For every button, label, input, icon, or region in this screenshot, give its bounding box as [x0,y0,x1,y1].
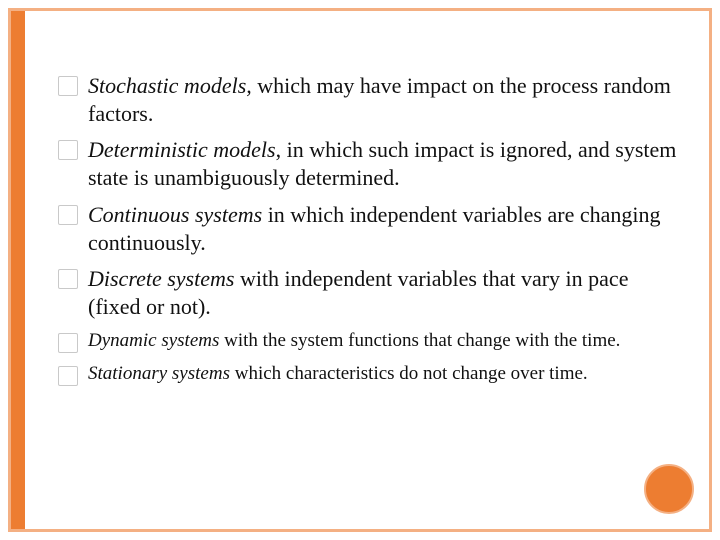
term: Deterministic models [88,137,276,162]
term: Continuous systems [88,202,262,227]
definition: with the system functions that change wi… [219,330,620,351]
list-item-text: Discrete systems with independent variab… [88,265,684,321]
term: Stationary systems [88,363,230,384]
list-item: Stochastic models, which may have impact… [58,72,684,128]
list-item: Dynamic systems with the system function… [58,329,684,353]
list-item: Deterministic models, in which such impa… [58,136,684,192]
term: Discrete systems [88,266,234,291]
list-item: Stationary systems which characteristics… [58,362,684,386]
bullet-list: Stochastic models, which may have impact… [58,72,684,394]
definition: which characteristics do not change over… [230,363,588,384]
list-item: Continuous systems in which independent … [58,201,684,257]
list-item-text: Stationary systems which characteristics… [88,362,684,386]
bullet-icon [58,140,78,160]
bullet-icon [58,76,78,96]
term: Stochastic models, [88,73,252,98]
decorative-circle-icon [644,464,694,514]
term: Dynamic systems [88,330,219,351]
list-item-text: Dynamic systems with the system function… [88,329,684,353]
list-item-text: Stochastic models, which may have impact… [88,72,684,128]
list-item-text: Continuous systems in which independent … [88,201,684,257]
list-item: Discrete systems with independent variab… [58,265,684,321]
list-item-text: Deterministic models, in which such impa… [88,136,684,192]
bullet-icon [58,333,78,353]
accent-bar [11,11,25,529]
bullet-icon [58,205,78,225]
bullet-icon [58,269,78,289]
bullet-icon [58,366,78,386]
